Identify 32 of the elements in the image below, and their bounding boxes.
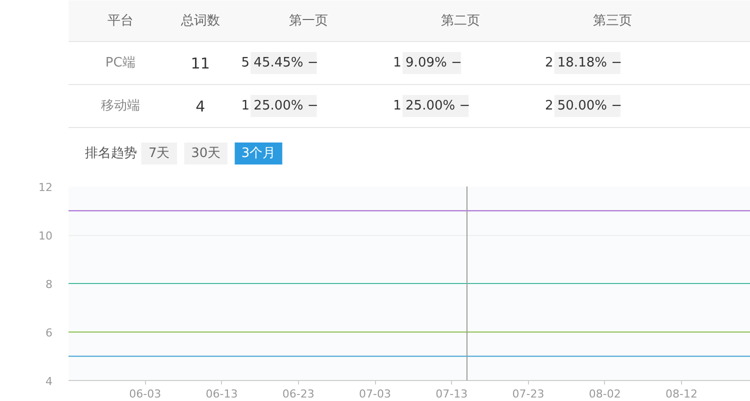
category-label: 总词数 [180,14,220,28]
text: 5 45.45% − [241,56,318,70]
text: 30天 [191,146,221,161]
x-tick-label: 08-12 [666,388,698,400]
text: 1 25.00% − [241,98,318,114]
text: 1 25.00% − [393,98,470,114]
text: 3个月 [241,146,276,161]
category-label: 第三页 [592,14,632,28]
y-tick-label: 10 [38,230,53,242]
y-tick-label: 4 [46,375,52,388]
x-tick-label: 06-13 [206,388,238,400]
y-tick-label: 12 [38,181,53,194]
category-label: PC端 [105,56,136,70]
text: 4 [196,98,206,116]
x-tick-label: 06-03 [129,388,162,400]
x-tick-label: 08-02 [588,388,621,400]
x-tick-label: 06-23 [282,388,314,400]
y-tick-label: 6 [46,326,52,340]
text: 1 9.09% − [393,56,462,70]
x-tick-label: 07-23 [512,388,544,400]
chart-title: 排名趋势 [84,146,137,161]
text: 11 [190,54,210,72]
text: 2 18.18% − [544,56,622,70]
category-label: 平台 [107,14,134,28]
x-tick-label: 07-13 [436,388,468,400]
category-label: 移动端 [100,98,140,114]
category-label: 第一页 [289,14,328,28]
text: 2 50.00% − [544,98,622,114]
x-tick-label: 07-03 [359,388,392,400]
y-tick-label: 8 [46,278,52,291]
category-label: 第二页 [440,14,480,28]
text: 7天 [148,146,170,161]
